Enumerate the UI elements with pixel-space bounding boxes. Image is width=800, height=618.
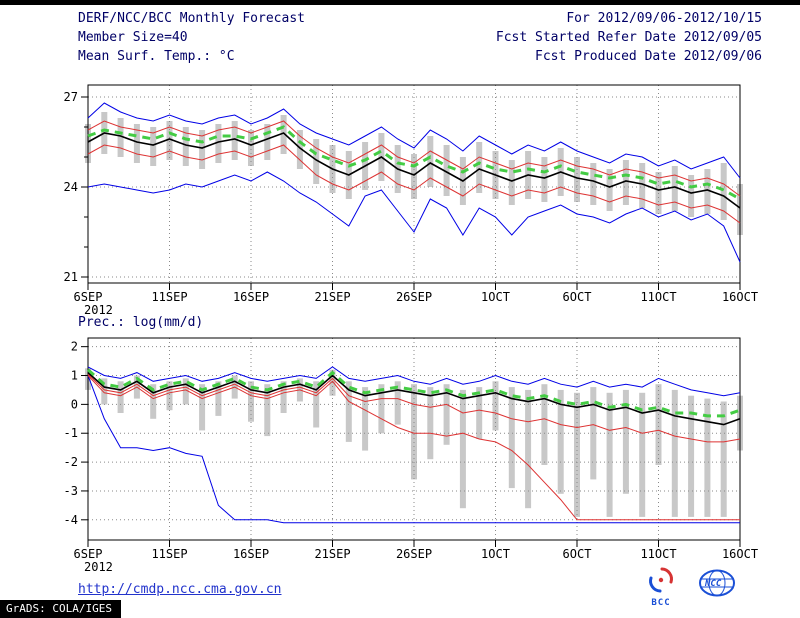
svg-text:24: 24: [64, 180, 78, 194]
header-left: DERF/NCC/BCC Monthly Forecast Member Siz…: [78, 9, 305, 66]
svg-text:6SEP: 6SEP: [74, 290, 103, 304]
ncc-logo-label: NCC: [705, 579, 722, 589]
svg-text:1: 1: [71, 369, 78, 383]
svg-text:-4: -4: [64, 513, 78, 527]
forecast-range-label: For 2012/09/06-2012/10/15: [566, 11, 762, 26]
prec-panel-label: Prec.: log(mm/d): [78, 315, 204, 330]
top-bar: [0, 0, 800, 5]
svg-text:16OCT: 16OCT: [722, 547, 758, 561]
svg-text:27: 27: [64, 90, 78, 104]
svg-text:11OCT: 11OCT: [640, 547, 676, 561]
svg-text:1OCT: 1OCT: [481, 547, 510, 561]
svg-text:11SEP: 11SEP: [151, 290, 187, 304]
ncc-logo: NCC: [692, 566, 744, 608]
bcc-logo-label: BCC: [651, 598, 671, 608]
svg-text:16OCT: 16OCT: [722, 290, 758, 304]
svg-text:-2: -2: [64, 455, 78, 469]
temp-panel-label: Mean Surf. Temp.: °C: [78, 49, 235, 64]
svg-text:21SEP: 21SEP: [314, 290, 350, 304]
svg-text:26SEP: 26SEP: [396, 290, 432, 304]
svg-text:1OCT: 1OCT: [481, 290, 510, 304]
cmdp-link[interactable]: http://cmdp.ncc.cma.gov.cn: [78, 582, 282, 597]
svg-text:11SEP: 11SEP: [151, 547, 187, 561]
svg-text:11OCT: 11OCT: [640, 290, 676, 304]
svg-text:2: 2: [71, 340, 78, 354]
member-size-label: Member Size=40: [78, 30, 188, 45]
bcc-swirl-icon: [649, 567, 673, 593]
ncc-globe-icon: [699, 569, 735, 597]
svg-text:-1: -1: [64, 426, 78, 440]
svg-text:6OCT: 6OCT: [563, 547, 592, 561]
svg-text:-3: -3: [64, 484, 78, 498]
svg-text:2012: 2012: [84, 303, 113, 316]
svg-text:26SEP: 26SEP: [396, 547, 432, 561]
svg-text:6OCT: 6OCT: [563, 290, 592, 304]
temperature-chart: 21 24 27 6SEP 11SEP 16SEP 21SEP 26SEP 1OCT 6OCT 11…: [64, 84, 758, 316]
svg-text:16SEP: 16SEP: [233, 547, 269, 561]
svg-text:16SEP: 16SEP: [233, 290, 269, 304]
svg-text:6SEP: 6SEP: [74, 547, 103, 561]
svg-text:21: 21: [64, 270, 78, 284]
page-title: DERF/NCC/BCC Monthly Forecast: [78, 11, 305, 26]
svg-text:0: 0: [71, 397, 78, 411]
header-right: For 2012/09/06-2012/10/15 Fcst Started R…: [496, 9, 762, 66]
grads-stamp: GrADS: COLA/IGES: [0, 600, 121, 618]
fcst-started-label: Fcst Started Refer Date 2012/09/05: [495, 30, 762, 45]
fcst-produced-label: Fcst Produced Date 2012/09/06: [535, 49, 762, 64]
bcc-logo: BCC: [638, 566, 684, 608]
svg-text:2012: 2012: [84, 560, 113, 574]
precipitation-chart: 2 1 0 -1 -2 -3 -4 6SEP 11SEP 16SEP 21SEP 26SEP 1OCT 6…: [64, 337, 758, 574]
svg-text:21SEP: 21SEP: [314, 547, 350, 561]
